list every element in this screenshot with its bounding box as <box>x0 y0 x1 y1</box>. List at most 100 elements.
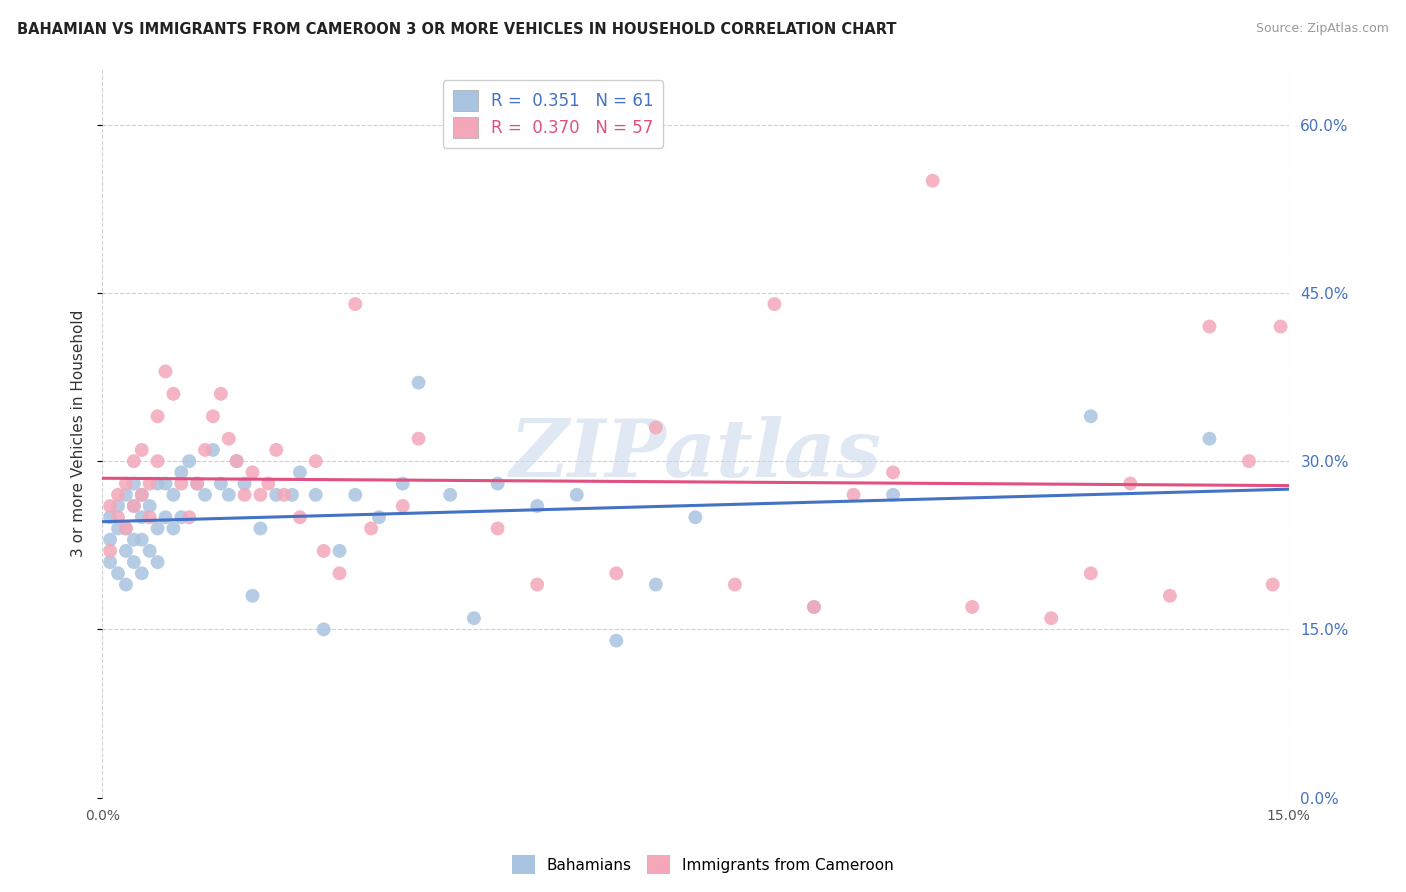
Point <box>131 442 153 457</box>
Point <box>115 521 138 535</box>
Point <box>486 476 509 491</box>
Point <box>305 454 328 468</box>
Point <box>194 442 217 457</box>
Point <box>1119 476 1142 491</box>
Point <box>439 488 461 502</box>
Point <box>368 510 391 524</box>
Point <box>107 488 129 502</box>
Point <box>115 577 138 591</box>
Point <box>842 488 865 502</box>
Point <box>107 521 129 535</box>
Point <box>225 454 247 468</box>
Point <box>803 599 825 614</box>
Point <box>138 510 160 524</box>
Point <box>526 577 548 591</box>
Point <box>107 510 129 524</box>
Point <box>408 376 430 390</box>
Point <box>162 488 184 502</box>
Point <box>131 510 153 524</box>
Point <box>98 555 121 569</box>
Point <box>312 544 335 558</box>
Text: ZIPatlas: ZIPatlas <box>509 417 882 493</box>
Point <box>960 599 983 614</box>
Point <box>763 297 786 311</box>
Point <box>146 521 169 535</box>
Point <box>526 499 548 513</box>
Point <box>131 533 153 547</box>
Point <box>138 544 160 558</box>
Point <box>115 544 138 558</box>
Point <box>273 488 295 502</box>
Point <box>201 409 224 424</box>
Point <box>1261 577 1284 591</box>
Point <box>1159 589 1181 603</box>
Point <box>233 476 256 491</box>
Point <box>264 488 287 502</box>
Point <box>605 566 627 581</box>
Point <box>242 589 264 603</box>
Text: Source: ZipAtlas.com: Source: ZipAtlas.com <box>1256 22 1389 36</box>
Point <box>328 544 350 558</box>
Point <box>162 387 184 401</box>
Point <box>921 174 943 188</box>
Point <box>138 476 160 491</box>
Point <box>131 488 153 502</box>
Point <box>170 466 193 480</box>
Point <box>131 566 153 581</box>
Point <box>1198 319 1220 334</box>
Text: BAHAMIAN VS IMMIGRANTS FROM CAMEROON 3 OR MORE VEHICLES IN HOUSEHOLD CORRELATION: BAHAMIAN VS IMMIGRANTS FROM CAMEROON 3 O… <box>17 22 897 37</box>
Point <box>360 521 382 535</box>
Point <box>146 555 169 569</box>
Point <box>131 488 153 502</box>
Point <box>209 387 232 401</box>
Point <box>1080 566 1102 581</box>
Point <box>644 577 666 591</box>
Point <box>209 476 232 491</box>
Point <box>179 454 201 468</box>
Point <box>194 488 217 502</box>
Point <box>233 488 256 502</box>
Point <box>312 623 335 637</box>
Y-axis label: 3 or more Vehicles in Household: 3 or more Vehicles in Household <box>72 310 86 557</box>
Point <box>882 488 904 502</box>
Point <box>288 466 311 480</box>
Point <box>391 499 413 513</box>
Point <box>155 364 177 378</box>
Point <box>565 488 588 502</box>
Point <box>724 577 747 591</box>
Point <box>170 510 193 524</box>
Point <box>186 476 208 491</box>
Point <box>288 510 311 524</box>
Point <box>122 476 145 491</box>
Point <box>1270 319 1292 334</box>
Point <box>242 466 264 480</box>
Point <box>218 432 240 446</box>
Point <box>122 499 145 513</box>
Legend: Bahamians, Immigrants from Cameroon: Bahamians, Immigrants from Cameroon <box>506 849 900 880</box>
Point <box>201 442 224 457</box>
Point <box>803 599 825 614</box>
Point <box>146 476 169 491</box>
Point <box>486 521 509 535</box>
Point <box>225 454 247 468</box>
Point <box>257 476 280 491</box>
Point <box>463 611 485 625</box>
Point <box>249 521 271 535</box>
Point <box>146 454 169 468</box>
Point <box>98 510 121 524</box>
Point <box>328 566 350 581</box>
Point <box>1080 409 1102 424</box>
Point <box>162 521 184 535</box>
Point <box>146 409 169 424</box>
Point <box>1237 454 1260 468</box>
Point <box>98 533 121 547</box>
Point <box>155 476 177 491</box>
Point <box>179 510 201 524</box>
Point <box>685 510 707 524</box>
Point <box>344 297 367 311</box>
Point <box>281 488 304 502</box>
Point <box>122 499 145 513</box>
Point <box>115 488 138 502</box>
Point <box>98 499 121 513</box>
Point <box>605 633 627 648</box>
